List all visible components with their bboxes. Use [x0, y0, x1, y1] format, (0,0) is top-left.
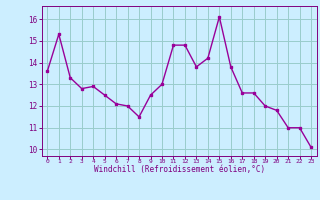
X-axis label: Windchill (Refroidissement éolien,°C): Windchill (Refroidissement éolien,°C)	[94, 165, 265, 174]
